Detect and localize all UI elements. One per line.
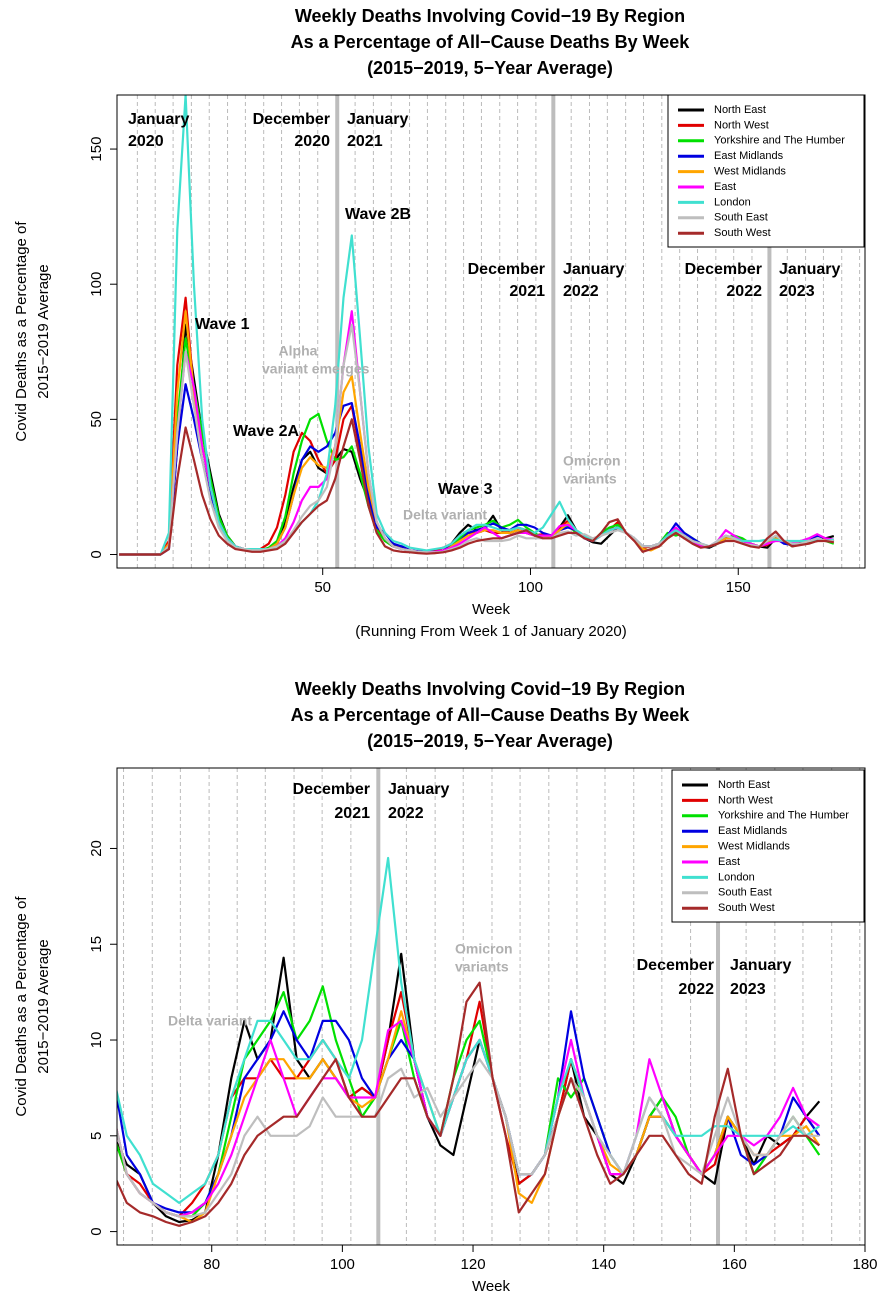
y-tick-label: 0: [88, 1227, 105, 1235]
y-tick-label: 10: [88, 1032, 105, 1049]
series-line: [117, 981, 820, 1227]
legend-label: North East: [718, 779, 770, 791]
x-tick-label: 180: [852, 1256, 877, 1273]
x-axis-sublabel: (Running From Week 1 of January 2020): [355, 623, 627, 640]
annotation: variants: [563, 471, 617, 487]
legend-label: North West: [718, 794, 773, 806]
x-tick-label: 120: [461, 1256, 486, 1273]
annotation: Wave 2A: [233, 423, 300, 440]
x-tick-label: 150: [726, 579, 751, 596]
x-tick-label: 160: [722, 1256, 747, 1273]
legend-label: East Midlands: [714, 150, 784, 162]
series-line: [119, 323, 834, 556]
y-tick-label: 15: [88, 936, 105, 953]
annotation: January: [128, 111, 189, 128]
legend-label: North West: [714, 119, 769, 131]
y-tick-label: 50: [88, 411, 105, 428]
annotation: December: [685, 261, 762, 278]
annotation: 2022: [388, 805, 424, 822]
plot-frame: [116, 767, 866, 1246]
y-axis-label: 2015−2019 Average: [35, 264, 52, 398]
annotation: variants: [455, 959, 509, 975]
annotation: variant emerges: [262, 361, 370, 377]
annotation: Wave 3: [438, 481, 493, 498]
y-axis-label: Covid Deaths as a Percentage of: [13, 221, 30, 442]
legend-label: Yorkshire and The Humber: [714, 135, 845, 147]
x-axis-label: Week: [472, 601, 511, 618]
legend-label: South East: [714, 212, 768, 224]
y-tick-label: 150: [88, 137, 105, 162]
x-tick-label: 100: [330, 1256, 355, 1273]
annotation: 2023: [779, 283, 815, 300]
legend-label: West Midlands: [718, 841, 790, 853]
annotation: January: [563, 261, 624, 278]
y-tick-label: 0: [88, 550, 105, 558]
annotation: Omicron: [455, 941, 513, 957]
y-tick-label: 100: [88, 272, 105, 297]
y-tick-label: 20: [88, 840, 105, 857]
x-tick-label: 80: [203, 1256, 220, 1273]
legend-label: Yorkshire and The Humber: [718, 810, 849, 822]
chart-title: (2015−2019, 5−Year Average): [367, 58, 613, 78]
annotation: December: [293, 781, 370, 798]
x-axis-label: Week: [472, 1278, 511, 1295]
series-line: [119, 418, 834, 556]
chart-title: Weekly Deaths Involving Covid−19 By Regi…: [295, 679, 685, 699]
annotation: 2021: [509, 283, 545, 300]
annotation: Wave 2B: [345, 206, 411, 223]
annotation: January: [730, 957, 791, 974]
annotation: December: [253, 111, 330, 128]
legend-label: South West: [718, 902, 775, 914]
annotation: 2020: [128, 133, 164, 150]
legend-label: London: [714, 196, 751, 208]
series-line: [117, 1058, 820, 1218]
annotation: Omicron: [563, 453, 621, 469]
y-axis-label: 2015−2019 Average: [35, 939, 52, 1073]
legend-label: East: [718, 856, 740, 868]
chart-title: As a Percentage of All−Cause Deaths By W…: [291, 705, 691, 725]
annotation: 2020: [294, 133, 330, 150]
annotation: 2022: [678, 981, 714, 998]
annotation: January: [388, 781, 449, 798]
annotation: 2021: [347, 133, 383, 150]
series-line: [117, 856, 820, 1204]
annotation: December: [637, 957, 714, 974]
chart-title: (2015−2019, 5−Year Average): [367, 731, 613, 751]
legend-label: West Midlands: [714, 166, 786, 178]
annotation: December: [468, 261, 545, 278]
annotation: Delta variant: [168, 1013, 252, 1029]
annotation: Wave 1: [195, 316, 250, 333]
chart-title: Weekly Deaths Involving Covid−19 By Regi…: [295, 6, 685, 26]
annotation: 2022: [563, 283, 599, 300]
x-tick-label: 50: [314, 579, 331, 596]
y-axis-label: Covid Deaths as a Percentage of: [13, 896, 30, 1117]
annotation: 2022: [726, 283, 762, 300]
legend-label: London: [718, 871, 755, 883]
legend-label: South East: [718, 887, 772, 899]
x-tick-label: 100: [518, 579, 543, 596]
annotation: 2023: [730, 981, 766, 998]
legend-label: South West: [714, 227, 771, 239]
annotation: January: [779, 261, 840, 278]
y-tick-label: 5: [88, 1132, 105, 1140]
annotation: 2021: [334, 805, 370, 822]
legend-label: East: [714, 181, 736, 193]
annotation: January: [347, 111, 408, 128]
plot-frame: [116, 94, 866, 569]
annotation: Alpha: [279, 343, 318, 359]
legend-label: North East: [714, 104, 766, 116]
x-tick-label: 140: [591, 1256, 616, 1273]
legend-label: East Midlands: [718, 825, 788, 837]
annotation: Delta variant: [403, 507, 487, 523]
chart-title: As a Percentage of All−Cause Deaths By W…: [291, 32, 691, 52]
